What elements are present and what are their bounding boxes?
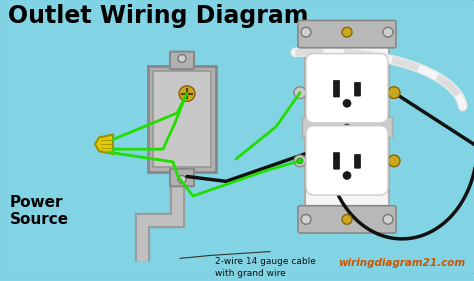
Circle shape xyxy=(178,176,186,183)
Text: wiringdiagram21.com: wiringdiagram21.com xyxy=(338,258,465,268)
Polygon shape xyxy=(95,135,113,154)
FancyBboxPatch shape xyxy=(153,71,211,167)
FancyBboxPatch shape xyxy=(334,153,339,169)
Text: 2-wire 14 gauge cable
with grand wire: 2-wire 14 gauge cable with grand wire xyxy=(215,257,316,278)
FancyBboxPatch shape xyxy=(148,66,216,172)
FancyBboxPatch shape xyxy=(0,0,474,275)
Text: Power
Source: Power Source xyxy=(10,195,69,227)
FancyBboxPatch shape xyxy=(302,117,392,137)
FancyBboxPatch shape xyxy=(306,54,388,123)
Circle shape xyxy=(342,214,352,224)
Circle shape xyxy=(344,124,350,130)
Circle shape xyxy=(178,55,186,62)
Circle shape xyxy=(388,87,400,98)
Text: Outlet Wiring Diagram: Outlet Wiring Diagram xyxy=(8,4,309,28)
Circle shape xyxy=(301,214,311,224)
FancyBboxPatch shape xyxy=(355,155,361,168)
FancyBboxPatch shape xyxy=(334,80,339,97)
FancyBboxPatch shape xyxy=(298,206,396,233)
FancyBboxPatch shape xyxy=(298,21,396,48)
Circle shape xyxy=(343,99,351,107)
FancyBboxPatch shape xyxy=(306,126,388,195)
Circle shape xyxy=(294,87,306,98)
Circle shape xyxy=(301,27,311,37)
Circle shape xyxy=(383,214,393,224)
FancyBboxPatch shape xyxy=(170,52,194,69)
FancyBboxPatch shape xyxy=(170,169,194,186)
FancyBboxPatch shape xyxy=(305,41,389,212)
Circle shape xyxy=(297,158,303,164)
Circle shape xyxy=(383,27,393,37)
Circle shape xyxy=(342,27,352,37)
FancyBboxPatch shape xyxy=(355,82,361,96)
Circle shape xyxy=(179,86,195,101)
Circle shape xyxy=(343,172,351,179)
Circle shape xyxy=(294,155,306,167)
Circle shape xyxy=(388,155,400,167)
